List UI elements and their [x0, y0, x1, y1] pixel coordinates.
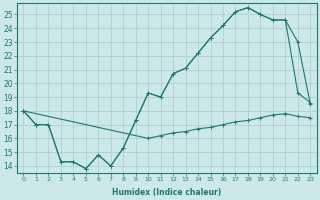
X-axis label: Humidex (Indice chaleur): Humidex (Indice chaleur)	[112, 188, 221, 197]
